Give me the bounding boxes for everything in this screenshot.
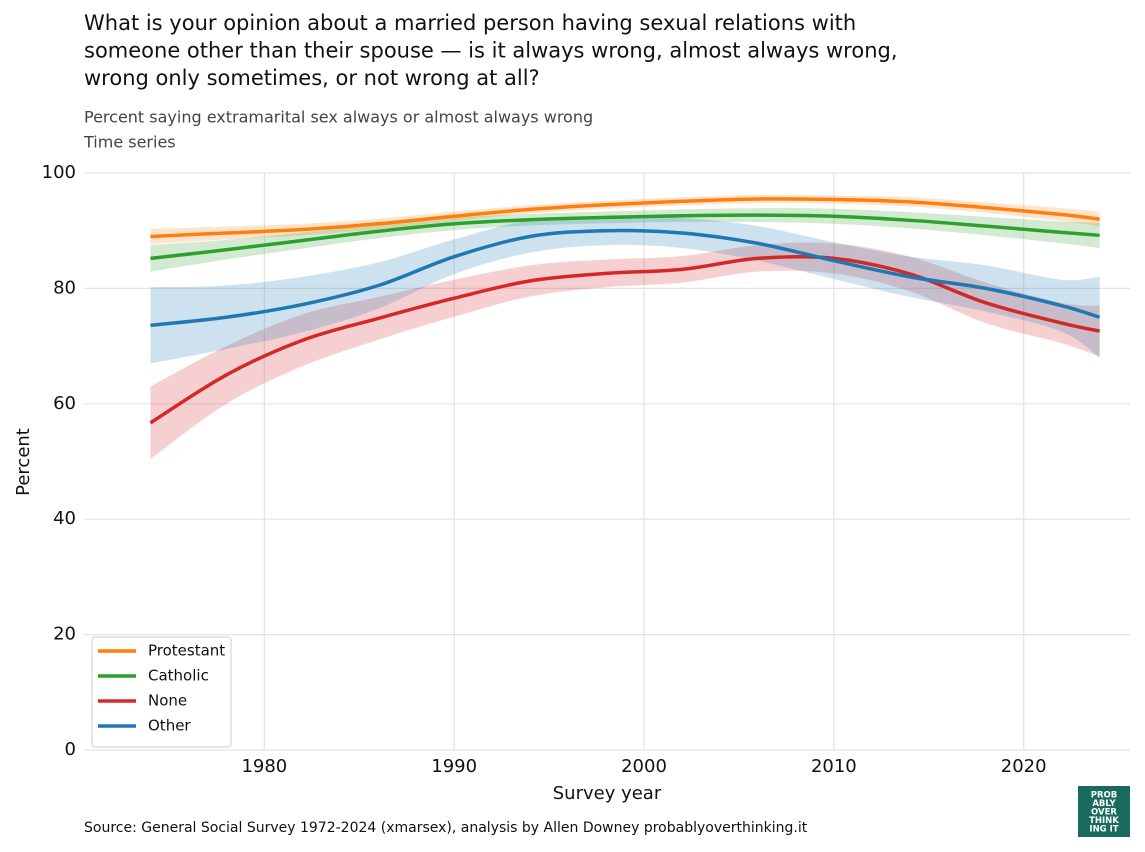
y-tick-label: 20 <box>53 624 76 645</box>
x-tick-label: 2010 <box>811 756 857 777</box>
y-tick-label: 100 <box>42 162 76 183</box>
x-tick-label: 2000 <box>621 756 667 777</box>
legend-label: Catholic <box>148 667 209 685</box>
legend-label: None <box>148 692 187 710</box>
legend-box <box>91 636 232 748</box>
legend-label: Protestant <box>148 642 225 660</box>
y-tick-label: 40 <box>53 508 76 529</box>
y-tick-label: 80 <box>53 277 76 298</box>
chart-title: What is your opinion about a married per… <box>84 11 856 35</box>
x-tick-label: 2020 <box>1001 756 1047 777</box>
series-line <box>150 213 1100 261</box>
confidence-band <box>150 242 1100 460</box>
series-line <box>150 228 1101 328</box>
logo-text: ABLY <box>1092 799 1116 809</box>
legend-label: Other <box>148 717 191 735</box>
y-axis-label: Percent <box>13 428 34 496</box>
x-tick-label: 1990 <box>431 756 477 777</box>
chart-title: wrong only sometimes, or not wrong at al… <box>84 66 540 90</box>
series-line <box>150 197 1100 239</box>
x-axis-label: Survey year <box>553 783 662 804</box>
confidence-band <box>150 216 1100 364</box>
source: Source: General Social Survey 1972-2024 … <box>84 820 808 836</box>
y-tick-label: 60 <box>53 393 76 414</box>
chart-subtitle: Time series <box>83 133 176 152</box>
chart-title: someone other than their spouse — is it … <box>84 39 898 63</box>
x-tick-label: 1980 <box>241 756 287 777</box>
logo-text: THINK <box>1089 816 1119 826</box>
logo-text: PROB <box>1091 791 1117 801</box>
logo-box <box>1078 786 1130 837</box>
logo-text: OVER <box>1091 808 1117 818</box>
chart-subtitle: Percent saying extramarital sex always o… <box>84 108 593 127</box>
series-line <box>149 254 1100 425</box>
y-tick-label: 0 <box>65 739 76 760</box>
logo-text: ING IT <box>1089 825 1118 835</box>
